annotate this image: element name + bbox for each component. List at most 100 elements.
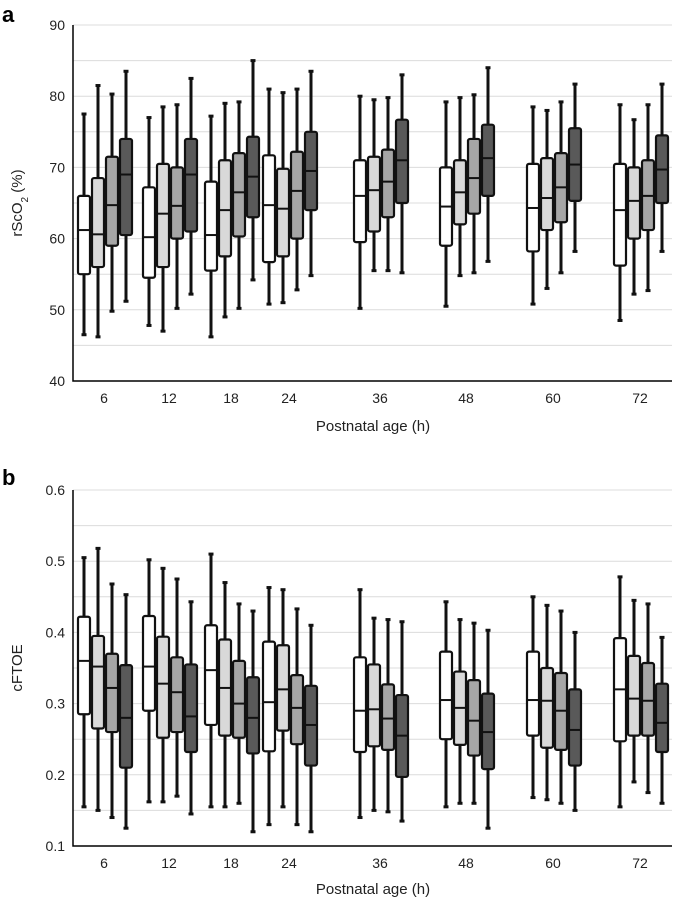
x-tick-label: 60 [545, 390, 561, 406]
box [183, 137, 199, 233]
panel-b-letter: b [2, 465, 15, 490]
panel-a-letter: a [2, 2, 15, 27]
box [626, 654, 642, 737]
y-tick-label: 0.5 [46, 553, 66, 569]
y-tick-label: 0.6 [46, 482, 66, 498]
y-tick-label: 0.3 [46, 696, 66, 712]
box-plot [394, 73, 410, 275]
box-plot [104, 92, 120, 313]
x-tick-label: 12 [161, 390, 177, 406]
box-plot [245, 59, 261, 282]
box-plot [539, 603, 555, 802]
box [76, 615, 92, 716]
y-tick-label: 50 [49, 302, 65, 318]
box [169, 166, 185, 240]
x-tick-label: 72 [632, 390, 648, 406]
box-plot [352, 94, 368, 310]
box-plot [612, 103, 628, 322]
box-plot [553, 609, 569, 805]
box [539, 666, 555, 749]
box-plot [366, 98, 382, 273]
x-tick-label: 48 [458, 390, 474, 406]
box [118, 137, 134, 237]
box [275, 167, 291, 258]
box-plot [289, 607, 305, 827]
box-plot [394, 620, 410, 823]
box [231, 152, 247, 238]
box-plot [525, 105, 541, 306]
box-plot [303, 623, 319, 834]
x-tick-label: 48 [458, 855, 474, 871]
y-tick-label: 0.4 [46, 624, 66, 640]
box [155, 635, 171, 739]
box-plot [303, 69, 319, 278]
box-plot [231, 602, 247, 805]
box-plot [539, 108, 555, 290]
box-plot [155, 105, 171, 333]
box-plot [275, 91, 291, 305]
box [289, 150, 305, 240]
box [104, 155, 120, 247]
box [90, 634, 106, 730]
box [480, 123, 496, 197]
box-plot [480, 66, 496, 263]
box [118, 664, 134, 769]
box [366, 663, 382, 748]
box [539, 157, 555, 232]
box [366, 155, 382, 233]
panel-b-axes [72, 490, 672, 847]
x-tick-label: 72 [632, 855, 648, 871]
box-plot [466, 621, 482, 805]
box-plot [480, 628, 496, 830]
box-plot [466, 93, 482, 275]
y-tick-label: 70 [49, 159, 65, 175]
box-plot [654, 82, 670, 253]
box [261, 154, 277, 264]
box-plot [366, 616, 382, 812]
box-plot [452, 96, 468, 278]
box-plot [640, 103, 656, 293]
box-plot [90, 546, 106, 812]
box [380, 683, 396, 751]
box [275, 644, 291, 732]
box-plot [203, 114, 219, 339]
box [640, 661, 656, 737]
box [626, 166, 642, 240]
box-plot [275, 588, 291, 809]
box [203, 180, 219, 272]
box-plot [104, 582, 120, 820]
x-tick-label: 60 [545, 855, 561, 871]
box-plot [380, 96, 396, 273]
x-tick-label: 24 [281, 855, 297, 871]
box-plot [155, 566, 171, 804]
box-plot [169, 103, 185, 310]
x-tick-label: 36 [372, 855, 388, 871]
y-tick-label: 0.1 [46, 838, 66, 854]
box-plot [553, 100, 569, 275]
box-plot [183, 600, 199, 816]
panel-b-x-label: Postnatal age (h) [316, 881, 430, 898]
panel-a-y-label: rScO2 (%) [9, 169, 31, 236]
box-plot [640, 602, 656, 795]
box-plot [231, 100, 247, 310]
box-plot [183, 76, 199, 296]
box [438, 650, 454, 741]
box-plot [438, 600, 454, 809]
box [169, 656, 185, 734]
box-plot [76, 556, 92, 809]
y-tick-label: 40 [49, 373, 65, 389]
box [231, 659, 247, 739]
box-plot [289, 87, 305, 292]
x-tick-label: 6 [100, 855, 108, 871]
panel-b-y-label: cFTOE [9, 644, 26, 691]
box-plot [525, 595, 541, 800]
x-tick-label: 24 [281, 390, 297, 406]
box [183, 663, 199, 754]
box [217, 159, 233, 258]
box-plot [261, 87, 277, 306]
box [155, 162, 171, 269]
box-plot [90, 84, 106, 339]
x-tick-label: 36 [372, 390, 388, 406]
y-tick-label: 0.2 [46, 767, 66, 783]
